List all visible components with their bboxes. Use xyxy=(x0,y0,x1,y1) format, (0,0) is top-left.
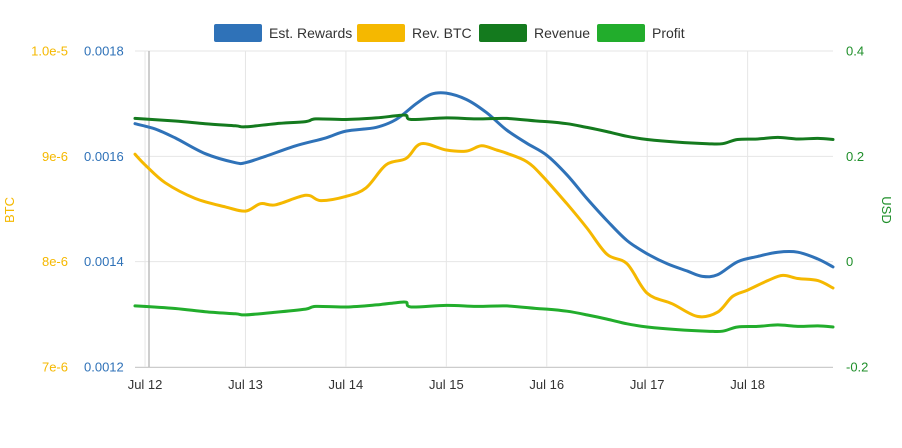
legend[interactable]: Est. Rewards Rev. BTC Revenue Profit xyxy=(214,24,685,42)
usd-axis-tick-label: 0.4 xyxy=(846,44,864,59)
btc-axis-tick-label: 7e-6 xyxy=(42,360,68,375)
usd-axis-tick-label: -0.2 xyxy=(846,360,868,375)
btc-axis-tick-label: 8e-6 xyxy=(42,254,68,269)
legend-item-rev-btc[interactable]: Rev. BTC xyxy=(357,24,472,42)
series-line-rev-btc[interactable] xyxy=(133,142,835,319)
x-axis-tick-label: Jul 15 xyxy=(429,377,464,392)
legend-label: Rev. BTC xyxy=(412,25,472,41)
btc-axis-tick-label: 1.0e-5 xyxy=(31,44,68,59)
legend-label: Revenue xyxy=(534,25,590,41)
legend-item-profit[interactable]: Profit xyxy=(597,24,685,42)
rewards-axis-tick-label: 0.0014 xyxy=(84,254,124,269)
x-axis-tick-label: Jul 12 xyxy=(128,377,163,392)
rewards-axis-tick-label: 0.0016 xyxy=(84,149,124,164)
usd-axis-title: USD xyxy=(879,196,894,223)
btc-axis-tick-label: 9e-6 xyxy=(42,149,68,164)
legend-swatch xyxy=(357,24,405,42)
x-axis-tick-label: Jul 17 xyxy=(630,377,665,392)
axes: 7e-6 8e-6 9e-6 1.0e-5 0.0012 0.0014 0.0016 0.00… xyxy=(2,44,894,393)
usd-axis-tick-label: 0 xyxy=(846,254,853,269)
x-axis-tick-label: Jul 14 xyxy=(329,377,364,392)
x-axis-tick-label: Jul 18 xyxy=(730,377,765,392)
rewards-axis-tick-label: 0.0012 xyxy=(84,360,124,375)
series-lines xyxy=(133,91,835,334)
legend-label: Est. Rewards xyxy=(269,25,352,41)
series-line-est-rewards[interactable] xyxy=(133,91,835,279)
series-line-profit[interactable] xyxy=(133,300,835,334)
legend-swatch xyxy=(597,24,645,42)
legend-swatch xyxy=(214,24,262,42)
x-axis-tick-label: Jul 16 xyxy=(529,377,564,392)
legend-item-revenue[interactable]: Revenue xyxy=(479,24,590,42)
gridlines xyxy=(135,50,833,368)
legend-item-est-rewards[interactable]: Est. Rewards xyxy=(214,24,352,42)
btc-axis-title: BTC xyxy=(2,197,17,223)
usd-axis-tick-label: 0.2 xyxy=(846,149,864,164)
series-line-revenue[interactable] xyxy=(133,113,835,146)
x-axis-tick-label: Jul 13 xyxy=(228,377,263,392)
rewards-axis-tick-label: 0.0018 xyxy=(84,44,124,59)
legend-swatch xyxy=(479,24,527,42)
legend-label: Profit xyxy=(652,25,685,41)
